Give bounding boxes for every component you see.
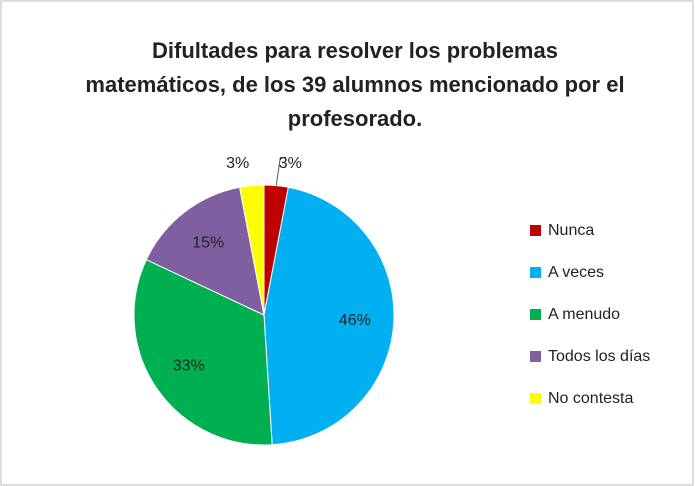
legend-swatch [530, 225, 541, 236]
pie-slice [263, 186, 395, 446]
data-label: 3% [226, 155, 249, 172]
chart-title: Difultades para resolver los problemas m… [85, 38, 625, 131]
legend-swatch [530, 393, 541, 404]
legend-swatch [530, 267, 541, 278]
legend-label: No contesta [548, 390, 633, 407]
legend-swatch [530, 351, 541, 362]
legend-label: A menudo [548, 306, 620, 323]
pie-slice [239, 184, 265, 316]
data-label: 3% [279, 155, 302, 172]
legend-label: Todos los días [548, 348, 650, 365]
data-label: 15% [192, 234, 224, 251]
pie-slice [145, 186, 265, 316]
data-label: 46% [339, 312, 371, 329]
legend-label: Nunca [548, 222, 594, 239]
pie-slice [133, 258, 273, 446]
legend-label: A veces [548, 264, 604, 281]
data-label: 33% [173, 357, 205, 374]
legend-swatch [530, 309, 541, 320]
leader-line [275, 157, 287, 186]
